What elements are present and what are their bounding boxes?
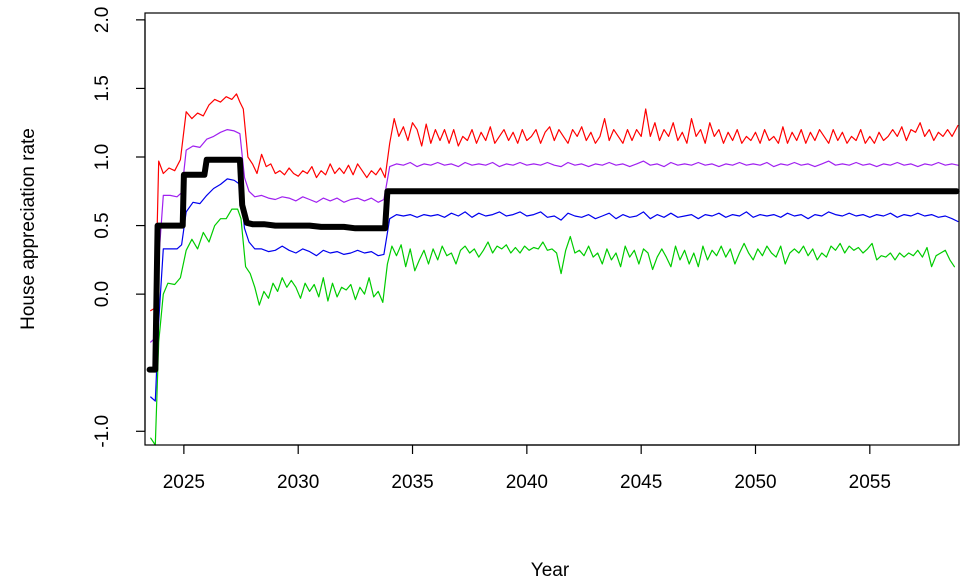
x-tick-label: 2040 (506, 472, 548, 493)
series-line-1 (150, 178, 959, 402)
x-axis: 2025 2030 2035 2040 2045 2050 2055 (163, 444, 891, 493)
x-tick-label: 2055 (849, 472, 891, 493)
x-tick-label: 2030 (277, 472, 319, 493)
x-axis-title: Year (531, 560, 570, 581)
x-tick-label: 2025 (163, 472, 205, 493)
y-tick-label: 0.0 (92, 281, 113, 307)
x-tick-label: 2045 (620, 472, 662, 493)
y-tick-label: 1.0 (92, 144, 113, 170)
series-line-0 (150, 208, 956, 446)
y-tick-label: -1.0 (92, 415, 113, 448)
y-axis: -1.0 0.0 0.5 1.0 1.5 2.0 (92, 7, 146, 448)
central-series-line (146, 156, 960, 373)
series-layer (146, 93, 960, 446)
y-tick-label: 2.0 (92, 7, 113, 33)
x-tick-label: 2050 (734, 472, 776, 493)
y-axis-title: House appreciation rate (18, 128, 39, 330)
x-tick-label: 2035 (391, 472, 433, 493)
series-line-2 (150, 129, 959, 343)
y-tick-label: 1.5 (92, 75, 113, 101)
series-line-3 (150, 93, 959, 312)
y-tick-label: 0.5 (92, 212, 113, 238)
